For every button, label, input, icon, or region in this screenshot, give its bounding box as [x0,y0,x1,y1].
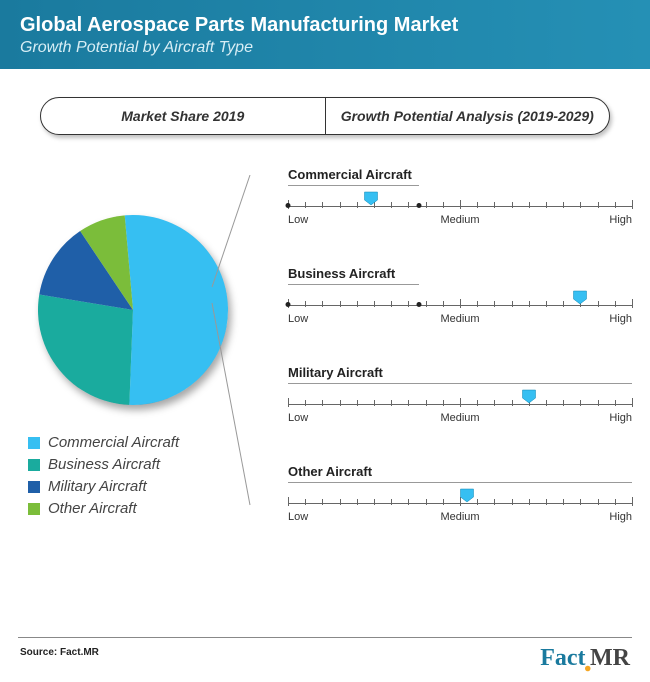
growth-scale: Other Aircraft Low Medium High [288,464,632,531]
legend-label: Business Aircraft [48,456,160,473]
axis-label: Low [288,214,308,226]
legend-label: Other Aircraft [48,500,137,517]
scale-axis: Low Medium High [288,299,632,333]
axis-label: Medium [440,313,479,325]
legend-swatch-icon [28,459,40,471]
legend-label: Military Aircraft [48,478,147,495]
growth-scale: Military Aircraft Low Medium High [288,365,632,432]
legend-swatch-icon [28,503,40,515]
axis-label: Medium [440,214,479,226]
legend-item: Military Aircraft [28,478,179,495]
scale-title: Military Aircraft [288,365,632,380]
axis-label: High [609,214,632,226]
axis-label: High [609,313,632,325]
brand-logo: Fact.MR [540,645,630,672]
growth-scale: Business Aircraft Low Medium High [288,266,632,333]
legend: Commercial Aircraft Business Aircraft Mili… [18,429,179,522]
axis-label: High [609,511,632,523]
pointer-icon [521,389,536,404]
header: Global Aerospace Parts Manufacturing Mar… [0,0,650,69]
axis-label: Low [288,511,308,523]
footer-divider [18,637,632,638]
logo-part-mr: MR [590,645,630,671]
source-label: Source: Fact.MR [20,647,99,658]
scale-axis: Low Medium High [288,200,632,234]
legend-swatch-icon [28,481,40,493]
axis-label: Medium [440,511,479,523]
scale-axis: Low Medium High [288,497,632,531]
scale-title: Commercial Aircraft [288,167,632,182]
right-column: Commercial AircraftLowMediumHighBusiness… [248,155,632,563]
axis-label: High [609,412,632,424]
page-subtitle: Growth Potential by Aircraft Type [20,39,630,57]
pointer-icon [363,191,378,206]
scale-title: Business Aircraft [288,266,632,281]
legend-swatch-icon [28,437,40,449]
pointer-icon [573,290,588,305]
content-area: Commercial Aircraft Business Aircraft Mili… [0,145,650,563]
axis-label: Medium [440,412,479,424]
legend-item: Other Aircraft [28,500,179,517]
legend-label: Commercial Aircraft [48,434,179,451]
scale-axis: Low Medium High [288,398,632,432]
axis-label: Low [288,313,308,325]
pointer-icon [459,488,474,503]
legend-item: Commercial Aircraft [28,434,179,451]
logo-dot-icon: . [584,642,593,679]
tab-market-share[interactable]: Market Share 2019 [41,98,325,134]
logo-part-fact: Fact [540,645,585,671]
left-column: Commercial Aircraft Business Aircraft Mili… [18,155,248,563]
growth-scale: Commercial Aircraft Low Medium High [288,167,632,234]
axis-label: Low [288,412,308,424]
legend-item: Business Aircraft [28,456,179,473]
tab-bar: Market Share 2019 Growth Potential Analy… [40,97,610,135]
tab-growth-potential[interactable]: Growth Potential Analysis (2019-2029) [325,98,610,134]
scale-title: Other Aircraft [288,464,632,479]
pie-chart [38,215,228,405]
page-title: Global Aerospace Parts Manufacturing Mar… [20,14,630,37]
